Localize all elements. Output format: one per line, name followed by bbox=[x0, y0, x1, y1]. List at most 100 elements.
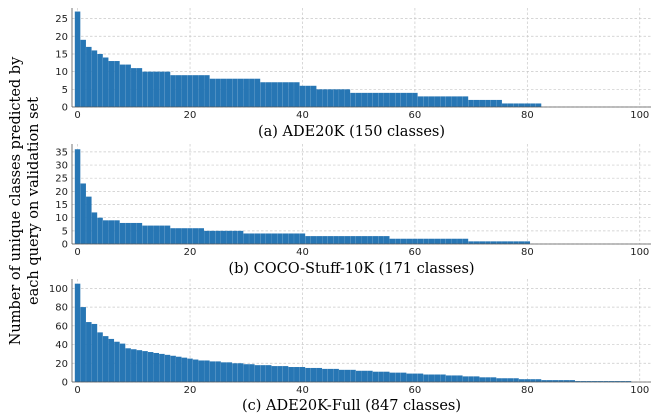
bar bbox=[586, 381, 592, 382]
bar bbox=[417, 373, 424, 382]
bar bbox=[316, 236, 323, 244]
y-tick-label: 60 bbox=[55, 321, 68, 332]
bar bbox=[625, 381, 632, 382]
bar bbox=[547, 380, 553, 382]
bar bbox=[440, 374, 446, 382]
bar bbox=[187, 358, 193, 382]
bar bbox=[339, 369, 345, 382]
bar bbox=[108, 220, 115, 244]
bar bbox=[322, 236, 328, 244]
bar bbox=[215, 230, 221, 244]
bar bbox=[367, 92, 373, 107]
bar bbox=[457, 375, 463, 382]
x-tick-label: 20 bbox=[184, 110, 197, 121]
bar bbox=[119, 64, 126, 107]
bar bbox=[147, 71, 154, 107]
bar bbox=[440, 96, 446, 107]
bar bbox=[299, 233, 306, 244]
bar bbox=[361, 236, 368, 244]
bar bbox=[131, 349, 137, 382]
bar bbox=[299, 85, 306, 107]
bar bbox=[378, 371, 384, 382]
bar bbox=[445, 375, 452, 382]
bar bbox=[136, 68, 143, 107]
bar bbox=[91, 212, 98, 244]
bar bbox=[372, 236, 379, 244]
bar bbox=[333, 89, 339, 107]
bar bbox=[142, 351, 148, 382]
bar bbox=[215, 361, 221, 382]
bar bbox=[389, 238, 396, 244]
bar bbox=[147, 352, 154, 382]
bar bbox=[473, 376, 480, 382]
bar bbox=[131, 68, 137, 107]
bar bbox=[265, 82, 272, 107]
bar bbox=[580, 381, 587, 382]
x-tick-label: 100 bbox=[630, 247, 649, 258]
bar bbox=[220, 78, 227, 107]
bar bbox=[80, 183, 86, 244]
y-axis-label-line-2: each query on validation set bbox=[26, 97, 42, 305]
bar bbox=[294, 367, 300, 382]
bar bbox=[395, 372, 401, 382]
bar bbox=[428, 238, 435, 244]
bar bbox=[153, 225, 160, 244]
bar bbox=[344, 89, 351, 107]
bar bbox=[260, 365, 266, 382]
bar bbox=[445, 238, 452, 244]
bar bbox=[159, 353, 165, 382]
x-tick-label: 40 bbox=[296, 110, 309, 121]
bar bbox=[91, 50, 98, 107]
bar bbox=[282, 82, 289, 107]
bar bbox=[473, 99, 480, 107]
bar bbox=[518, 103, 525, 107]
bar bbox=[468, 99, 474, 107]
bar bbox=[226, 362, 233, 382]
bar bbox=[434, 238, 441, 244]
bar bbox=[367, 370, 373, 382]
bar bbox=[479, 377, 486, 382]
bar bbox=[591, 381, 598, 382]
y-tick-label: 20 bbox=[55, 187, 68, 198]
bar bbox=[170, 228, 176, 244]
bar bbox=[383, 371, 390, 382]
y-tick-label: 15 bbox=[55, 200, 68, 211]
bar bbox=[451, 238, 457, 244]
x-tick-label: 100 bbox=[630, 110, 649, 121]
y-tick-label: 15 bbox=[55, 49, 68, 60]
bar bbox=[147, 225, 154, 244]
bar bbox=[575, 381, 581, 382]
x-tick-label: 40 bbox=[296, 247, 309, 258]
y-tick-label: 0 bbox=[62, 103, 68, 114]
bar bbox=[288, 367, 294, 382]
x-tick-label: 40 bbox=[296, 385, 309, 396]
panel-caption: (c) ADE20K-Full (847 classes) bbox=[242, 398, 461, 414]
panel-caption: (b) COCO-Stuff-10K (171 classes) bbox=[228, 261, 474, 277]
bar bbox=[271, 233, 278, 244]
bar bbox=[479, 241, 486, 244]
bar bbox=[294, 233, 300, 244]
bar bbox=[535, 103, 542, 107]
bar bbox=[204, 360, 210, 382]
bar bbox=[412, 238, 418, 244]
bar bbox=[209, 230, 216, 244]
bar bbox=[277, 82, 283, 107]
bar bbox=[485, 377, 491, 382]
bar bbox=[468, 241, 474, 244]
bar bbox=[339, 236, 345, 244]
bar bbox=[389, 372, 396, 382]
bar bbox=[389, 92, 396, 107]
bar bbox=[102, 57, 109, 107]
bar bbox=[496, 99, 502, 107]
bar bbox=[215, 78, 221, 107]
bar bbox=[153, 71, 160, 107]
bar bbox=[333, 236, 339, 244]
bar bbox=[372, 92, 379, 107]
y-tick-label: 0 bbox=[62, 378, 68, 389]
bar bbox=[91, 323, 98, 382]
bar bbox=[541, 380, 547, 382]
bar bbox=[524, 103, 531, 107]
bar bbox=[125, 64, 131, 107]
bar bbox=[181, 228, 188, 244]
bar bbox=[378, 236, 384, 244]
